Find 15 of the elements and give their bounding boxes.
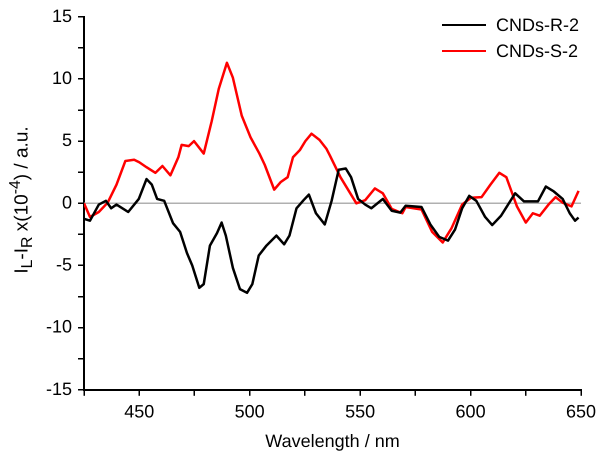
legend-label: CNDs-S-2 [496, 40, 578, 63]
y-tick-label: -10 [46, 316, 72, 337]
x-tick-label: 600 [456, 402, 486, 422]
x-axis-title: Wavelength / nm [265, 431, 400, 452]
x-tick-label: 500 [234, 402, 265, 422]
legend-label: CNDs-R-2 [496, 14, 579, 37]
x-tick-label: 550 [345, 402, 376, 422]
y-tick-label: -5 [56, 254, 72, 274]
y-tick-label: 15 [52, 6, 72, 26]
x-tick-label: 650 [566, 402, 596, 422]
x-tick-label: 450 [124, 402, 154, 422]
y-tick-label: 5 [62, 130, 72, 150]
y-tick-label: -15 [46, 378, 72, 399]
y-tick-label: 10 [52, 68, 72, 88]
y-tick-label: 0 [62, 192, 72, 212]
